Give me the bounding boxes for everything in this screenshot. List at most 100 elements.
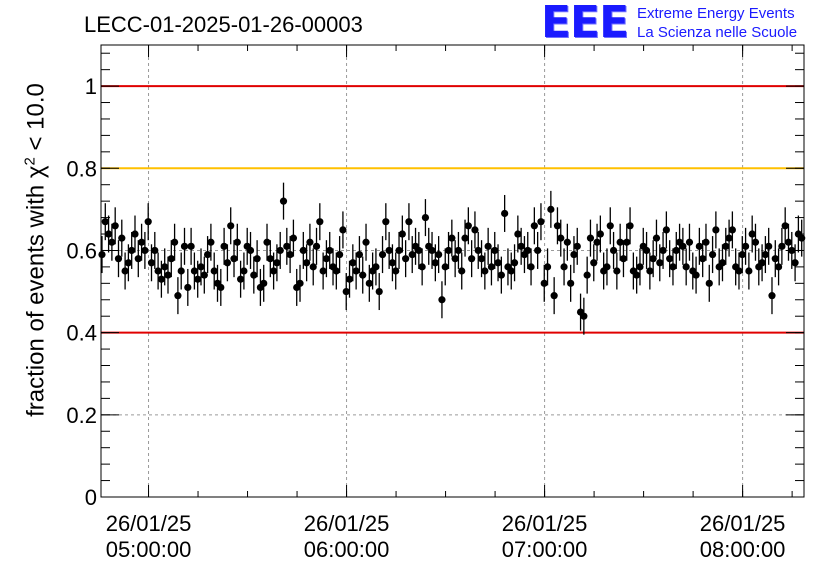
data-point xyxy=(583,271,591,279)
data-point xyxy=(171,238,179,246)
data-point xyxy=(741,242,750,250)
data-point xyxy=(669,263,677,271)
data-point xyxy=(283,242,291,250)
data-point xyxy=(514,230,522,238)
data-point xyxy=(339,226,347,234)
data-point xyxy=(705,279,713,287)
y-tick-label: 1 xyxy=(85,74,97,99)
data-point xyxy=(289,234,298,242)
data-point xyxy=(501,209,509,218)
data-points xyxy=(98,182,806,335)
x-tick-label-time: 06:00:00 xyxy=(304,537,390,562)
data-point xyxy=(798,234,806,242)
data-point xyxy=(435,250,443,259)
data-point xyxy=(679,242,687,250)
data-point xyxy=(101,218,109,226)
data-point xyxy=(534,246,542,255)
data-point xyxy=(774,263,783,271)
data-point xyxy=(174,292,182,300)
data-point xyxy=(296,279,304,287)
data-point xyxy=(230,255,238,263)
data-point xyxy=(646,267,654,275)
data-point xyxy=(656,259,664,267)
data-point xyxy=(619,255,628,263)
data-point xyxy=(557,234,565,242)
y-axis-label-symbol: χ xyxy=(22,165,50,179)
y-tick-label: 0.6 xyxy=(66,238,97,263)
data-point xyxy=(349,259,357,267)
data-point xyxy=(98,250,106,259)
data-point xyxy=(355,250,364,259)
data-point xyxy=(240,267,248,275)
data-point xyxy=(461,234,469,242)
data-point xyxy=(375,287,383,296)
data-point xyxy=(194,275,202,283)
data-point xyxy=(580,312,588,320)
data-point xyxy=(708,250,717,259)
data-point xyxy=(758,259,766,267)
data-point xyxy=(322,255,331,263)
data-point xyxy=(563,238,571,246)
data-point xyxy=(408,250,416,259)
x-tick-label-date: 26/01/25 xyxy=(502,511,588,536)
data-point xyxy=(738,250,746,259)
data-point xyxy=(725,234,733,242)
data-point xyxy=(164,271,172,279)
data-point xyxy=(547,205,555,213)
data-point xyxy=(464,222,472,230)
data-point xyxy=(735,267,743,275)
data-point xyxy=(227,222,235,230)
data-point xyxy=(507,267,515,275)
data-point xyxy=(537,218,545,226)
data-point xyxy=(550,292,558,300)
data-point xyxy=(187,242,195,250)
data-point xyxy=(345,275,354,283)
data-point xyxy=(233,238,241,246)
data-point xyxy=(527,263,535,271)
y-axis-label: fraction of events with χ2 < 10.0 xyxy=(22,83,51,417)
data-point xyxy=(441,263,449,271)
data-point xyxy=(491,246,499,255)
data-point xyxy=(190,267,199,275)
data-point xyxy=(362,238,370,246)
data-point xyxy=(250,271,258,279)
data-point xyxy=(431,259,439,267)
data-point xyxy=(672,246,680,255)
y-tick-label: 0.2 xyxy=(66,403,97,428)
data-point xyxy=(444,246,453,255)
data-point xyxy=(342,287,350,296)
y-tick-label: 0.8 xyxy=(66,156,97,181)
data-point xyxy=(415,246,423,255)
data-point xyxy=(481,267,489,275)
x-tick-label-date: 26/01/25 xyxy=(304,511,390,536)
data-point xyxy=(609,246,618,255)
reference-lines xyxy=(101,85,804,334)
data-point xyxy=(147,259,156,267)
data-point xyxy=(458,267,466,275)
data-point xyxy=(590,259,598,267)
data-point xyxy=(560,263,568,271)
data-point xyxy=(128,246,136,255)
data-point xyxy=(266,255,274,263)
data-point xyxy=(623,238,631,246)
data-point xyxy=(768,292,776,300)
data-point xyxy=(662,226,670,234)
data-point xyxy=(177,267,185,275)
data-point xyxy=(326,246,334,255)
data-point xyxy=(276,246,284,255)
data-point xyxy=(210,267,218,275)
data-point xyxy=(114,255,123,263)
data-point xyxy=(728,226,736,234)
grid xyxy=(101,45,804,497)
data-point xyxy=(543,263,552,271)
data-point xyxy=(131,230,139,238)
data-point xyxy=(402,255,410,263)
data-point xyxy=(666,255,674,263)
y-axis-label-suffix: < 10.0 xyxy=(22,83,50,158)
data-point xyxy=(626,222,634,230)
data-point xyxy=(761,250,769,259)
data-point xyxy=(748,230,756,238)
data-point xyxy=(428,246,436,255)
data-point xyxy=(771,255,779,263)
data-point xyxy=(336,250,344,259)
